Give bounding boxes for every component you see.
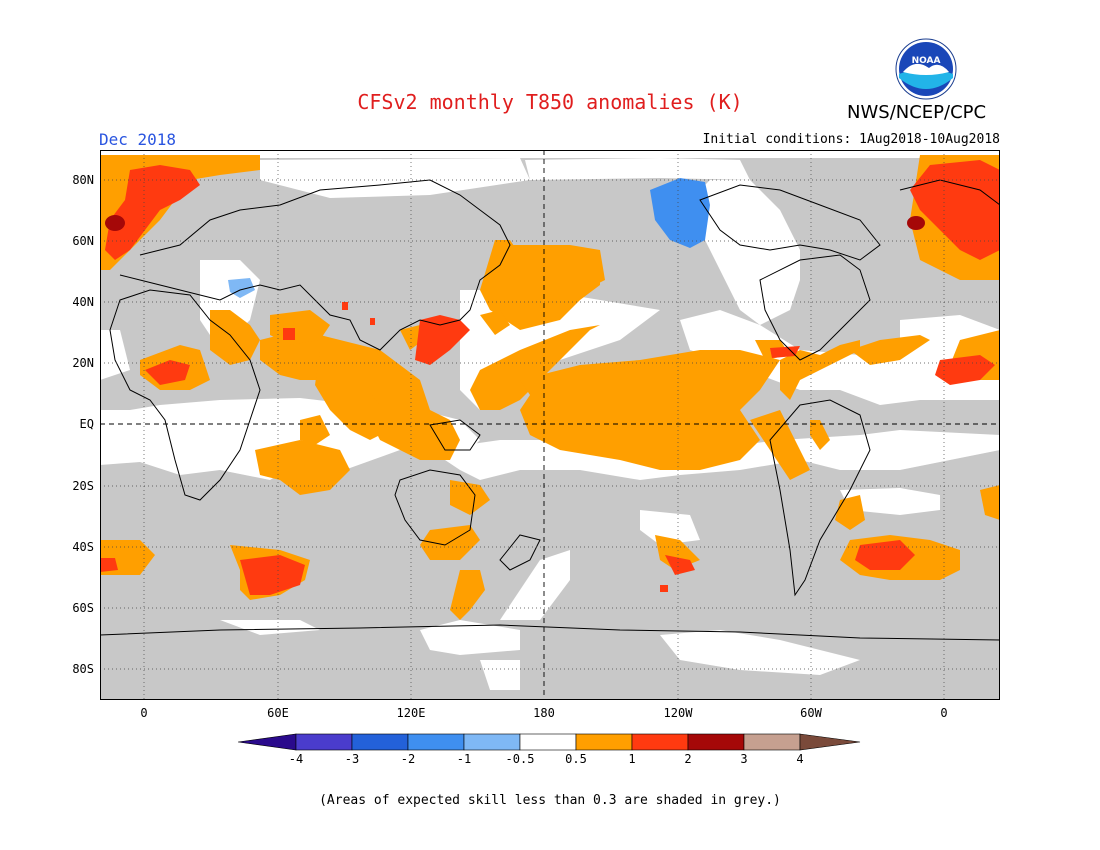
- lat-label: 80S: [72, 662, 94, 676]
- logo-text: NOAA: [912, 56, 941, 66]
- lat-label: 20S: [72, 479, 94, 493]
- colorbar-segment: [519, 733, 577, 751]
- lon-label: 120E: [396, 706, 426, 720]
- colorbar-segment: [799, 733, 861, 751]
- colorbar: [237, 733, 862, 755]
- agency-label: NWS/NCEP/CPC: [847, 102, 987, 123]
- colorbar-segment: [743, 733, 801, 751]
- equator-dateline: [100, 150, 1000, 700]
- colorbar-label: 3: [740, 752, 748, 766]
- colorbar-segment: [463, 733, 521, 751]
- colorbar-segment: [407, 733, 465, 751]
- colorbar-segment: [631, 733, 689, 751]
- lon-label: 120W: [663, 706, 693, 720]
- lat-label: 20N: [72, 356, 94, 370]
- map-frame: [100, 150, 1000, 700]
- lat-label: 40S: [72, 540, 94, 554]
- lon-label: 0: [140, 706, 148, 720]
- lon-label: 0: [940, 706, 948, 720]
- lat-label: EQ: [79, 417, 94, 431]
- anomaly-2-3-regions: [105, 215, 925, 231]
- colorbar-label: 0.5: [565, 752, 587, 766]
- lon-label: 60W: [800, 706, 822, 720]
- colorbar-segment: [575, 733, 633, 751]
- lon-label: 60E: [267, 706, 289, 720]
- colorbar-label: -4: [288, 752, 304, 766]
- lat-label: 40N: [72, 295, 94, 309]
- map-title: CFSv2 monthly T850 anomalies (K): [357, 90, 743, 114]
- colorbar-label: 2: [684, 752, 692, 766]
- colorbar-segment: [237, 733, 297, 751]
- coastlines: [100, 179, 1000, 641]
- anomaly-1-2-regions: [100, 160, 1000, 595]
- initial-conditions: Initial conditions: 1Aug2018-10Aug2018: [702, 132, 1000, 147]
- lat-label: 60S: [72, 601, 94, 615]
- valid-month: Dec 2018: [99, 130, 177, 149]
- colorbar-label: 4: [796, 752, 804, 766]
- colorbar-segment: [687, 733, 745, 751]
- colorbar-label: -1: [456, 752, 472, 766]
- anomaly-map: [100, 150, 1000, 704]
- lat-label: 60N: [72, 234, 94, 248]
- colorbar-segment: [351, 733, 409, 751]
- colorbar-label: 1: [628, 752, 636, 766]
- skill-footnote: (Areas of expected skill less than 0.3 a…: [319, 793, 781, 808]
- colorbar-label: -3: [344, 752, 360, 766]
- colorbar-label: -2: [400, 752, 416, 766]
- lat-label: 80N: [72, 173, 94, 187]
- lon-label: 180: [533, 706, 555, 720]
- noaa-logo: NOAA: [895, 38, 957, 100]
- colorbar-segment: [295, 733, 353, 751]
- colorbar-label: -0.5: [505, 752, 535, 766]
